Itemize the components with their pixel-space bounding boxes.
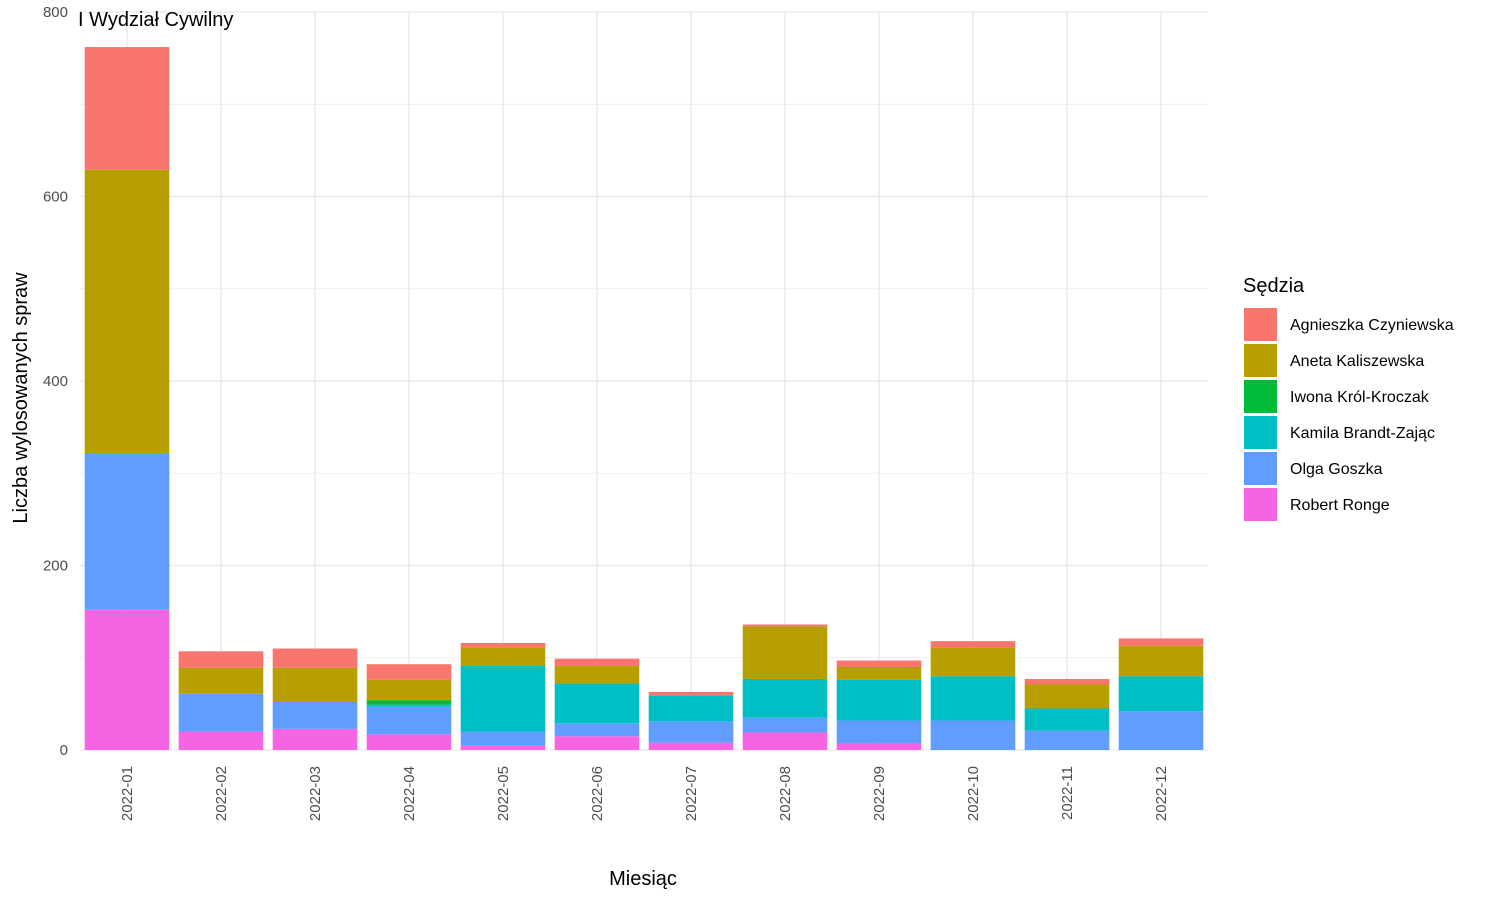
bar-segment [836, 743, 922, 750]
legend-swatch [1244, 488, 1277, 521]
x-tick-label: 2022-02 [213, 766, 230, 821]
bar-segment [1118, 711, 1204, 750]
x-tick-label: 2022-10 [965, 766, 982, 821]
bar-segment [742, 624, 828, 627]
bar-segment [742, 717, 828, 733]
x-tick-label: 2022-11 [1059, 766, 1076, 820]
bars [84, 47, 1204, 750]
bar-segment [1024, 730, 1110, 750]
x-tick-label: 2022-09 [871, 766, 888, 821]
bar-segment [836, 720, 922, 744]
bar-segment [366, 734, 452, 750]
y-tick-label: 800 [43, 4, 68, 21]
legend-label: Iwona Król-Kroczak [1290, 389, 1430, 406]
bar-segment [366, 700, 452, 705]
bar-segment [930, 647, 1016, 677]
bar-segment [1118, 645, 1204, 677]
bar-segment [178, 693, 264, 732]
bar-segment [1024, 708, 1110, 731]
bar-segment [836, 679, 922, 721]
bar-segment [554, 683, 640, 724]
y-tick-label: 600 [43, 189, 68, 206]
x-tick-label: 2022-06 [589, 766, 606, 821]
y-tick-label: 200 [43, 558, 68, 575]
y-tick-label: 0 [60, 742, 68, 759]
legend-swatch [1244, 308, 1277, 341]
x-axis-title: Miesiąc [609, 868, 677, 890]
bar-segment [930, 641, 1016, 648]
bar-segment [742, 678, 828, 718]
bar-segment [1024, 684, 1110, 709]
bar-segment [84, 169, 170, 453]
bar-segment [742, 626, 828, 679]
bar-segment [460, 666, 546, 732]
bar-segment [272, 728, 358, 750]
x-tick-label: 2022-03 [307, 766, 324, 821]
legend-items: Agnieszka Czyniewska Aneta Kaliszewska Iwo… [1244, 308, 1454, 521]
legend-swatch [1244, 452, 1277, 485]
legend-title: Sędzia [1243, 275, 1305, 297]
bar-segment [1118, 676, 1204, 712]
legend-label: Olga Goszka [1290, 461, 1383, 478]
bar-segment [648, 742, 734, 750]
chart-title: I Wydział Cywilny [78, 9, 233, 31]
legend-label: Agnieszka Czyniewska [1290, 317, 1454, 334]
bar-segment [84, 609, 170, 750]
x-tick-label: 2022-08 [777, 766, 794, 821]
legend-label: Aneta Kaliszewska [1290, 353, 1424, 370]
bar-segment [1024, 678, 1110, 685]
bar-segment [84, 47, 170, 170]
bar-segment [554, 658, 640, 667]
legend-label: Kamila Brandt-Zając [1290, 425, 1435, 442]
bar-segment [930, 676, 1016, 721]
bar-segment [742, 732, 828, 750]
bar-segment [648, 691, 734, 696]
y-axis-title: Liczba wylosowanych spraw [10, 272, 32, 524]
bar-segment [366, 706, 452, 735]
bar-segment [554, 736, 640, 750]
x-tick-label: 2022-07 [683, 766, 700, 821]
x-tick-label: 2022-12 [1153, 766, 1170, 821]
y-tick-label: 400 [43, 373, 68, 390]
bar-segment [930, 720, 1016, 750]
bar-segment [836, 666, 922, 680]
bar-segment [648, 721, 734, 743]
bar-segment [554, 723, 640, 737]
legend-swatch [1244, 416, 1277, 449]
legend-swatch [1244, 344, 1277, 377]
bar-segment [1118, 638, 1204, 646]
x-tick-labels: 2022-01 2022-02 2022-03 2022-04 2022-05 2022-… [119, 766, 1170, 821]
bar-segment [366, 704, 452, 707]
legend: Sędzia Agnieszka Czyniewska Aneta Kalisze… [1243, 275, 1454, 521]
x-tick-label: 2022-04 [401, 766, 418, 821]
bar-segment [366, 664, 452, 680]
bar-segment [178, 651, 264, 668]
y-tick-labels: 0 200 400 600 800 [43, 4, 68, 759]
x-tick-label: 2022-05 [495, 766, 512, 821]
bar-segment [460, 642, 546, 648]
x-tick-label: 2022-01 [119, 766, 136, 821]
bar-segment [178, 731, 264, 750]
bar-segment [84, 452, 170, 610]
bar-segment [366, 679, 452, 701]
bar-segment [460, 731, 546, 746]
bar-segment [178, 667, 264, 694]
bar-segment [648, 695, 734, 722]
bar-segment [460, 745, 546, 750]
legend-label: Robert Ronge [1290, 497, 1390, 514]
bar-segment [272, 702, 358, 729]
bar-segment [460, 647, 546, 667]
bar-segment [272, 667, 358, 703]
legend-swatch [1244, 380, 1277, 413]
grid-lines [80, 11, 1208, 751]
bar-segment [272, 648, 358, 668]
bar-segment [836, 660, 922, 667]
bar-segment [554, 666, 640, 684]
